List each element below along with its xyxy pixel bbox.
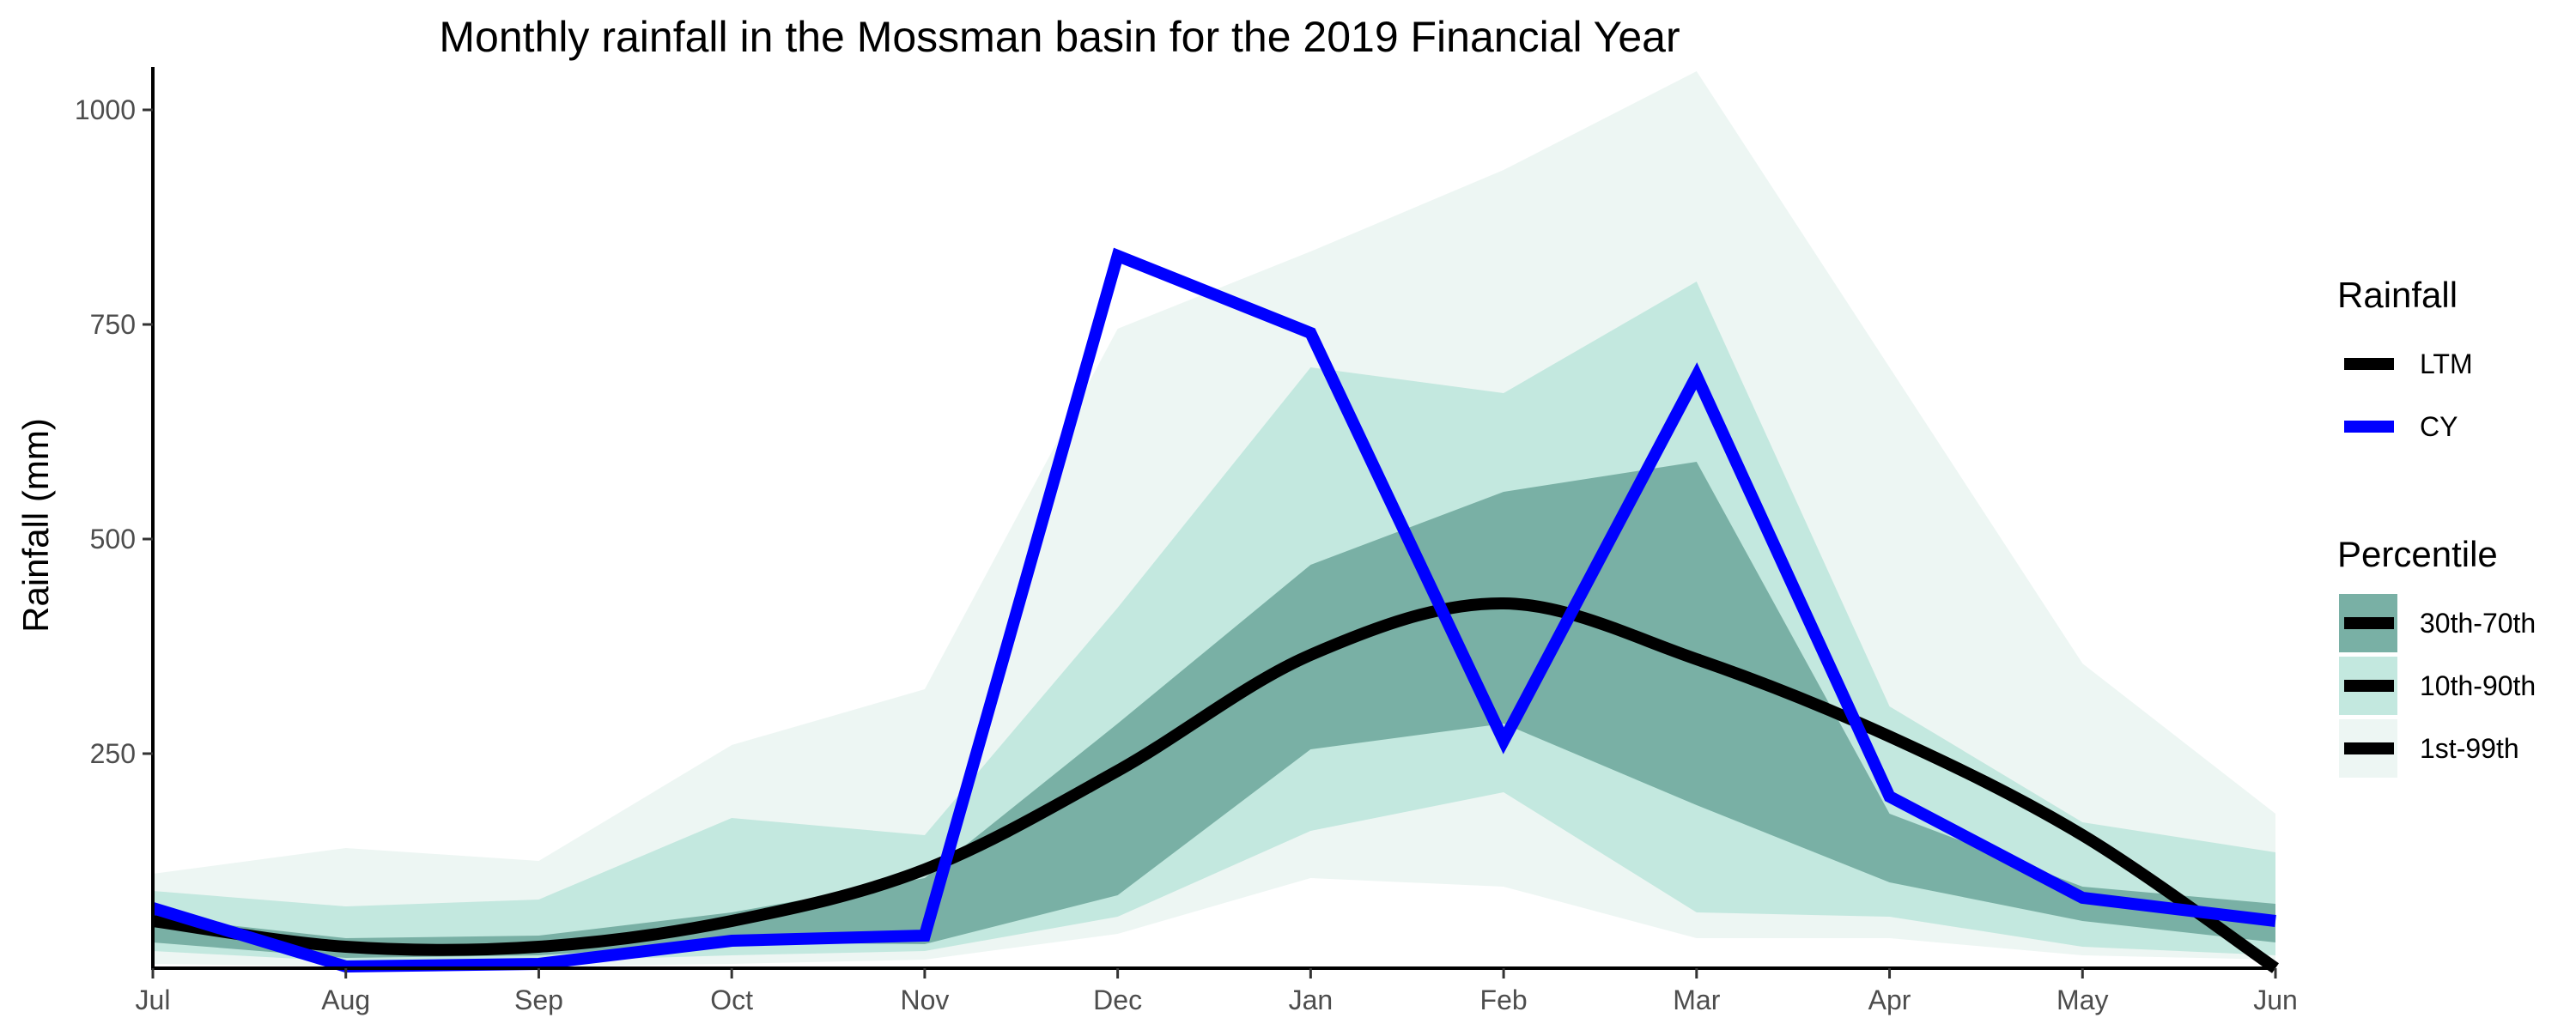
legend-label-1st-99th: 1st-99th xyxy=(2420,733,2519,764)
series-line-cy xyxy=(150,247,2276,973)
x-tick-label: May xyxy=(2057,985,2108,1015)
legend-label-ltm: LTM xyxy=(2420,348,2473,379)
legend-label-cy: CY xyxy=(2420,411,2458,442)
legend-label-30th-70th: 30th-70th xyxy=(2420,608,2536,639)
x-tick-label: Jun xyxy=(2253,985,2298,1015)
chart-title: Monthly rainfall in the Mossman basin fo… xyxy=(439,13,1680,61)
x-tick-label: Sep xyxy=(514,985,563,1015)
x-tick-label: Apr xyxy=(1868,985,1911,1015)
y-axis-title: Rainfall (mm) xyxy=(15,418,56,633)
legend-title-rainfall: Rainfall xyxy=(2337,275,2458,315)
y-tick-label: 250 xyxy=(90,738,136,769)
legend-label-10th-90th: 10th-90th xyxy=(2420,670,2536,701)
x-tick-label: Jul xyxy=(136,985,171,1015)
x-tick-label: Nov xyxy=(900,985,949,1015)
series-lines xyxy=(150,247,2279,973)
x-tick-label: Oct xyxy=(710,985,753,1015)
x-tick-label: Mar xyxy=(1673,985,1720,1015)
axes: 250 500 750 1000 Jul Aug Sep Oct Nov Dec Jan Feb Mar… xyxy=(75,67,2298,1015)
y-tick-label: 500 xyxy=(90,524,136,554)
legend-title-percentile: Percentile xyxy=(2337,534,2498,574)
x-tick-label: Aug xyxy=(321,985,370,1015)
x-tick-label: Jan xyxy=(1289,985,1334,1015)
series-line-ltm xyxy=(152,597,2279,973)
x-tick-label: Dec xyxy=(1093,985,1142,1015)
legend: Rainfall LTM CY Percentile 30th-70th 10th-90t… xyxy=(2337,275,2536,778)
x-tick-label: Feb xyxy=(1480,985,1528,1015)
y-tick-label: 750 xyxy=(90,309,136,340)
y-tick-label: 1000 xyxy=(75,94,136,125)
